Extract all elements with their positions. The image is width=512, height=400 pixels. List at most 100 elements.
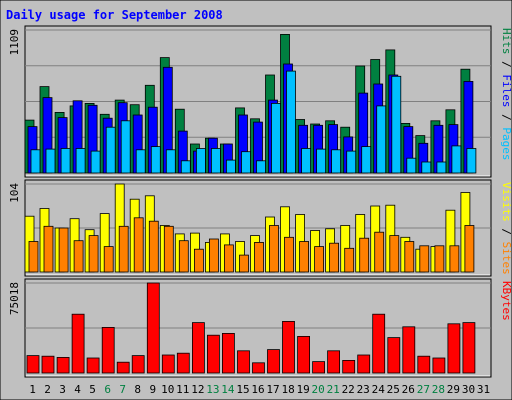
- bar-sites-day-23: [359, 237, 370, 273]
- bar-kbytes-day-8: [131, 355, 145, 374]
- bar-kbytes-day-2: [41, 355, 55, 374]
- bar-sites-day-15: [239, 254, 249, 273]
- bar-kbytes-day-19: [297, 335, 311, 374]
- bar-kbytes-day-28: [432, 357, 446, 374]
- bar-kbytes-day-21: [327, 350, 341, 374]
- bar-pages-day-6: [105, 126, 116, 174]
- bar-sites-day-22: [344, 247, 355, 273]
- bar-kbytes-day-6: [101, 326, 115, 374]
- bar-pages-day-14: [225, 159, 236, 174]
- x-tick-day-18: 18: [281, 383, 294, 396]
- bar-pages-day-22: [346, 150, 357, 174]
- bar-pages-day-27: [421, 161, 432, 174]
- x-tick-day-14: 14: [221, 383, 235, 396]
- y-max-label: 104: [8, 183, 21, 203]
- bar-sites-day-4: [73, 240, 84, 273]
- x-tick-day-1: 1: [29, 383, 36, 396]
- y-max-label: 75018: [8, 282, 21, 315]
- bar-kbytes-day-17: [267, 349, 280, 374]
- x-tick-day-17: 17: [266, 383, 279, 396]
- bar-kbytes-day-10: [161, 354, 175, 374]
- bar-kbytes-day-25: [387, 337, 401, 374]
- bar-sites-day-11: [178, 240, 189, 273]
- bar-sites-day-27: [419, 245, 430, 273]
- x-tick-day-31: 31: [477, 383, 490, 396]
- bar-pages-day-17: [271, 103, 281, 174]
- bar-sites-day-24: [374, 231, 385, 273]
- x-tick-day-19: 19: [296, 383, 309, 396]
- bar-pages-day-28: [436, 161, 447, 174]
- bar-pages-day-23: [361, 146, 372, 174]
- panel-kbytes: 75018 KBytes: [8, 278, 512, 378]
- bar-kbytes-day-1: [26, 355, 40, 374]
- bar-sites-day-5: [88, 235, 99, 273]
- bar-sites-day-25: [389, 235, 400, 273]
- bar-pages-day-26: [406, 157, 417, 174]
- x-tick-day-10: 10: [161, 383, 174, 396]
- x-tick-day-6: 6: [104, 383, 111, 396]
- legend: KBytes: [500, 281, 512, 321]
- bar-sites-day-16: [254, 241, 264, 273]
- x-tick-day-25: 25: [387, 383, 400, 396]
- legend-entry: Files: [500, 74, 512, 107]
- legend-entry: Sites: [500, 242, 512, 275]
- bar-sites-day-30: [464, 225, 475, 273]
- bar-pages-day-16: [256, 160, 266, 174]
- legend-entry: /: [500, 222, 512, 242]
- x-tick-day-8: 8: [134, 383, 141, 396]
- chart-title: Daily usage for September 2008: [6, 8, 223, 22]
- bar-kbytes-day-14: [221, 332, 235, 374]
- bar-kbytes-day-18: [282, 320, 295, 374]
- bar-sites-day-7: [118, 225, 129, 273]
- bar-pages-day-20: [316, 148, 327, 174]
- bar-pages-day-1: [30, 149, 41, 174]
- legend: Hits / Files / Pages: [500, 28, 512, 161]
- x-axis-labels: 1 2 3 4 5 6 7 8 9 10 11 12 13 14 15 16 17 18 19 20 21 22 23 24 2…: [29, 383, 490, 396]
- x-tick-day-20: 20: [311, 383, 324, 396]
- x-tick-day-3: 3: [59, 383, 66, 396]
- x-tick-day-23: 23: [357, 383, 370, 396]
- bar-pages-day-15: [241, 151, 251, 174]
- x-tick-day-11: 11: [176, 383, 189, 396]
- bar-sites-day-12: [193, 248, 204, 273]
- panel-visits-sites: 104 Visits / Sites: [8, 179, 512, 277]
- bar-sites-day-9: [148, 220, 159, 273]
- x-tick-day-12: 12: [191, 383, 204, 396]
- bar-kbytes-day-7: [116, 361, 130, 374]
- x-tick-day-13: 13: [206, 383, 219, 396]
- panel-hits-files-pages: 1109 Hits / Files / Pages: [8, 25, 512, 178]
- bar-kbytes-day-3: [56, 356, 70, 374]
- bar-pages-day-5: [90, 150, 101, 174]
- bar-pages-day-25: [391, 75, 402, 174]
- bar-sites-day-18: [284, 236, 294, 273]
- bar-kbytes-day-29: [447, 323, 461, 374]
- bar-sites-day-1: [28, 241, 39, 273]
- x-tick-day-30: 30: [462, 383, 475, 396]
- bar-kbytes-day-22: [342, 359, 356, 374]
- x-tick-day-22: 22: [342, 383, 355, 396]
- bar-sites-day-28: [434, 245, 445, 273]
- bar-sites-day-3: [58, 227, 69, 273]
- x-tick-day-21: 21: [327, 383, 340, 396]
- bar-pages-day-24: [376, 105, 387, 174]
- x-tick-day-9: 9: [149, 383, 156, 396]
- bar-kbytes-day-27: [417, 355, 431, 374]
- bar-pages-day-18: [286, 70, 296, 174]
- bar-pages-day-10: [165, 149, 176, 174]
- bar-kbytes-day-15: [237, 350, 250, 374]
- bar-pages-day-8: [135, 149, 146, 174]
- x-tick-day-29: 29: [447, 383, 460, 396]
- bar-pages-day-12: [195, 148, 206, 174]
- bar-sites-day-10: [163, 225, 174, 273]
- bar-sites-day-26: [404, 241, 415, 273]
- bar-pages-day-13: [210, 148, 221, 174]
- bar-sites-day-19: [299, 241, 310, 273]
- bar-pages-day-7: [120, 120, 131, 174]
- legend-entry: /: [500, 55, 512, 75]
- x-tick-day-2: 2: [44, 383, 51, 396]
- bar-sites-day-6: [103, 246, 114, 273]
- x-tick-day-7: 7: [119, 383, 126, 396]
- bar-sites-day-14: [223, 244, 234, 273]
- bar-pages-day-21: [331, 149, 342, 174]
